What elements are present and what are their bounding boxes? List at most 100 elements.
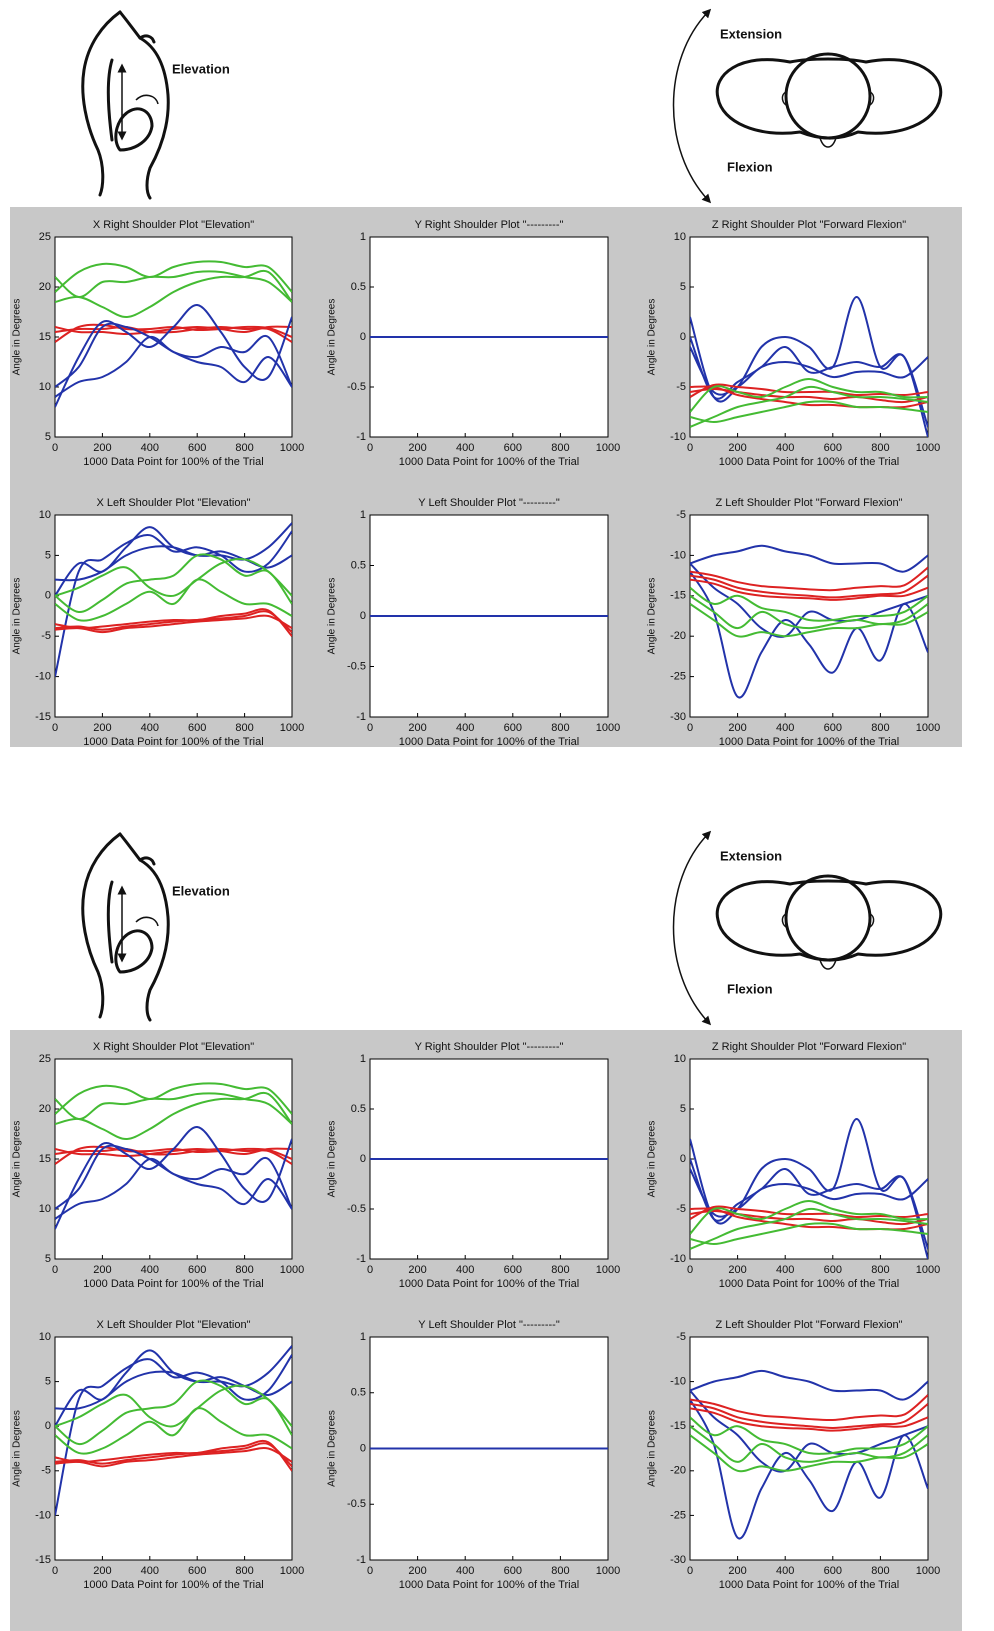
y-tick-label: -30 [670,1554,686,1566]
x-tick-label: 800 [871,722,889,734]
x-tick-label: 0 [52,722,58,734]
y-tick-label: -15 [35,1554,51,1566]
y-tick-label: -10 [670,1376,686,1388]
y-tick-label: 1 [360,509,366,521]
x-axis-label: 1000 Data Point for 100% of the Trial [719,736,899,748]
x-tick-label: 800 [235,1264,253,1276]
x-tick-label: 600 [504,1264,522,1276]
chart: Y Right Shoulder Plot "---------"1000 Da… [327,1041,621,1290]
x-tick-label: 200 [408,442,426,454]
x-tick-label: 0 [367,722,373,734]
x-tick-label: 400 [141,1264,159,1276]
chart-title: Z Right Shoulder Plot "Forward Flexion" [712,219,906,231]
x-axis-label: 1000 Data Point for 100% of the Trial [83,1579,263,1591]
y-tick-label: 15 [39,1153,51,1165]
plot-area [690,515,928,717]
x-tick-label: 800 [871,1264,889,1276]
y-axis-label: Angle in Degrees [327,1121,338,1198]
x-tick-label: 200 [93,442,111,454]
y-axis-label: Angle in Degrees [647,578,658,655]
y-tick-label: -10 [35,671,51,683]
y-tick-label: -15 [670,1420,686,1432]
y-tick-label: -10 [670,549,686,561]
y-tick-label: -5 [676,509,686,521]
chart: Z Right Shoulder Plot "Forward Flexion" 1… [647,1041,941,1290]
x-tick-label: 800 [235,442,253,454]
x-tick-label: 0 [367,1264,373,1276]
x-axis-label: 1000 Data Point for 100% of the Trial [399,1278,579,1290]
y-tick-label: 5 [680,281,686,293]
x-tick-label: 800 [551,1565,569,1577]
x-tick-label: 1000 [280,442,304,454]
y-tick-label: 0.5 [351,559,366,571]
y-tick-label: 10 [39,509,51,521]
x-axis-label: 1000 Data Point for 100% of the Trial [399,736,579,748]
y-tick-label: -10 [670,1253,686,1265]
x-tick-label: 600 [504,442,522,454]
illustration-bottom: Elevation Extension Flexion [83,834,941,1022]
x-tick-label: 400 [776,1565,794,1577]
x-tick-label: 0 [367,442,373,454]
y-axis-label: Angle in Degrees [12,578,23,655]
y-tick-label: 10 [674,1053,686,1065]
x-tick-label: 1000 [280,722,304,734]
y-tick-label: -1 [356,711,366,723]
y-tick-label: 10 [39,1203,51,1215]
chart: X Right Shoulder Plot "Elevation"1000 Da… [12,1041,305,1290]
y-tick-label: 0 [360,610,366,622]
flexion-label: Flexion [727,981,773,996]
extension-label: Extension [720,848,782,863]
y-tick-label: -1 [356,1253,366,1265]
x-tick-label: 1000 [280,1264,304,1276]
shoulder-sketch [83,834,168,1020]
chart: Y Left Shoulder Plot "---------"1000 Dat… [327,497,621,748]
y-axis-label: Angle in Degrees [327,299,338,376]
x-tick-label: 1000 [916,442,940,454]
y-tick-label: -5 [41,1465,51,1477]
x-axis-label: 1000 Data Point for 100% of the Trial [83,1278,263,1290]
x-axis-label: 1000 Data Point for 100% of the Trial [83,736,263,748]
x-tick-label: 600 [824,1264,842,1276]
y-tick-label: 1 [360,231,366,243]
y-tick-label: -20 [670,1465,686,1477]
y-axis-label: Angle in Degrees [12,1410,23,1487]
x-axis-label: 1000 Data Point for 100% of the Trial [399,456,579,468]
y-axis-label: Angle in Degrees [12,1121,23,1198]
y-tick-label: 0 [45,1420,51,1432]
x-axis-label: 1000 Data Point for 100% of the Trial [719,1579,899,1591]
y-axis-label: Angle in Degrees [327,578,338,655]
x-tick-label: 0 [52,1264,58,1276]
x-tick-label: 1000 [916,1565,940,1577]
x-tick-label: 600 [188,722,206,734]
chart-title: X Left Shoulder Plot "Elevation" [97,497,251,509]
chart-title: X Right Shoulder Plot "Elevation" [93,219,254,231]
illustration-top: Elevation Extension Flexion [83,12,941,200]
chart-title: Z Right Shoulder Plot "Forward Flexion" [712,1041,906,1053]
chart: Z Left Shoulder Plot "Forward Flexion"10… [647,1319,941,1591]
shoulder-sketch [83,12,168,198]
y-tick-label: 0.5 [351,1103,366,1115]
x-tick-label: 0 [367,1565,373,1577]
x-tick-label: 400 [141,1565,159,1577]
y-tick-label: 20 [39,1103,51,1115]
chart: X Left Shoulder Plot "Elevation"1000 Dat… [12,1319,305,1591]
x-tick-label: 1000 [916,722,940,734]
x-tick-label: 200 [93,1565,111,1577]
y-tick-label: 10 [39,381,51,393]
y-tick-label: -5 [676,1203,686,1215]
y-tick-label: -0.5 [347,1498,366,1510]
y-axis-label: Angle in Degrees [647,299,658,376]
y-tick-label: 1 [360,1331,366,1343]
head-sketch [674,834,941,1022]
chart: X Left Shoulder Plot "Elevation" 1000 Dat… [12,497,305,748]
chart: Y Right Shoulder Plot "---------"1000 Da… [327,219,621,468]
x-tick-label: 400 [776,1264,794,1276]
x-tick-label: 600 [504,1565,522,1577]
x-tick-label: 200 [408,1264,426,1276]
x-tick-label: 200 [408,1565,426,1577]
y-axis-label: Angle in Degrees [327,1410,338,1487]
y-tick-label: -10 [35,1509,51,1521]
y-tick-label: -1 [356,431,366,443]
plot-area [690,1337,928,1560]
elevation-label: Elevation [172,883,230,898]
